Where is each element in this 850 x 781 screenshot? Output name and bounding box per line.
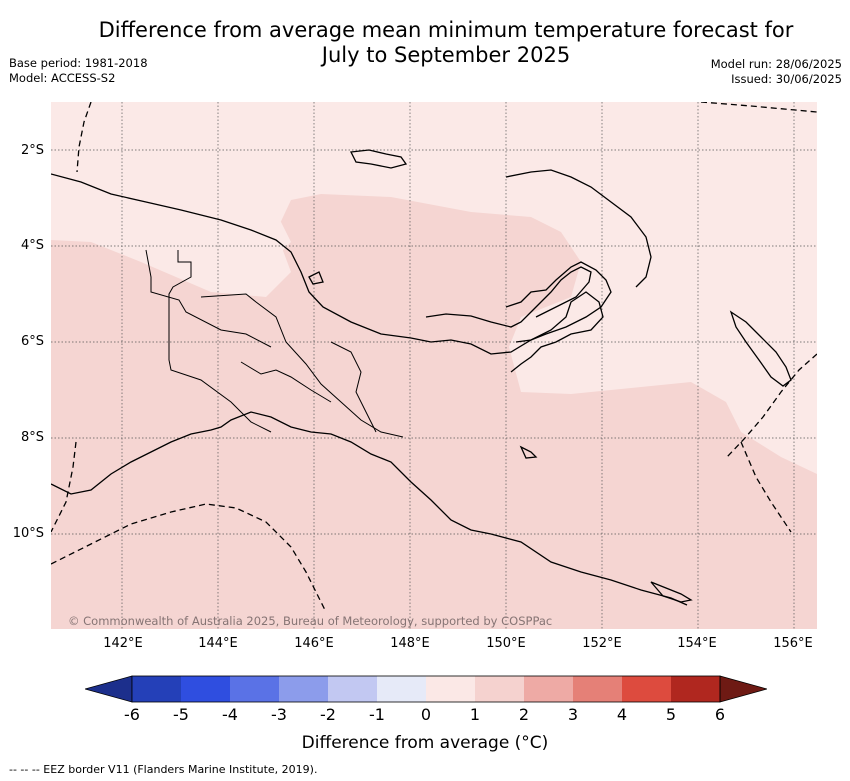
eez-footnote: -- -- -- EEZ border V11 (Flanders Marine… [9,763,318,776]
lon-label-150e: 150°E [486,636,526,651]
colorbar-bin-12 [671,676,720,702]
map-panel [51,102,817,629]
colorbar-bin-4 [279,676,328,702]
title-line-2: July to September 2025 [321,43,571,67]
eez-southeast [726,353,817,458]
eez-south [51,503,327,613]
lon-label-148e: 148°E [390,636,430,651]
colorbar-tick: -2 [320,705,336,724]
huon-peninsula [425,266,592,328]
lon-label-154e: 154°E [677,636,717,651]
colorbar-tick: -3 [271,705,287,724]
lon-label-142e: 142°E [103,636,143,651]
colorbar-tick: 1 [469,705,481,724]
colorbar-label: Difference from average (°C) [301,733,549,753]
colorbar-tick: 2 [518,705,530,724]
model-run: Model run: 28/06/2025 [710,57,842,71]
new-britain [505,261,612,343]
issued-date: Issued: 30/06/2025 [731,72,842,86]
title-line-1: Difference from average mean minimum tem… [98,18,794,42]
colorbar [85,675,767,703]
new-ireland [505,169,652,288]
anomaly-band-0-1-pocket [51,170,291,252]
map-svg [51,102,817,629]
eez-solomon [740,441,792,533]
island-louisiade [650,581,693,603]
colorbar-bin-11 [622,676,671,702]
province-border-2 [200,293,404,438]
meta-right: Model run: 28/06/2025 Issued: 30/06/2025 [711,57,842,87]
meta-left: Base period: 1981-2018 Model: ACCESS-S2 [9,56,148,86]
lat-label-2s: 2°S [20,143,44,158]
colorbar-tick: -5 [173,705,189,724]
new-guinea-south-coast [51,411,688,606]
png-indonesia-border [168,250,272,433]
eez-west-north [76,102,92,173]
colorbar-arrow-high [719,675,767,703]
province-border-1 [145,249,272,348]
lon-label-156e: 156°E [773,636,813,651]
colorbar-tick: -6 [124,705,140,724]
colorbar-bin-9 [524,676,573,702]
colorbar-bin-8 [475,676,524,702]
province-border-4 [330,341,377,433]
province-border-3 [240,361,332,403]
lat-label-10s: 10°S [12,526,44,541]
copyright-credit: © Commonwealth of Australia 2025, Bureau… [68,614,553,628]
island-west [308,271,324,285]
colorbar-tick: 6 [714,705,726,724]
new-guinea-north-coast [51,173,604,373]
colorbar-bin-10 [573,676,622,702]
bougainville [729,310,792,387]
chart-title: Difference from average mean minimum tem… [0,18,850,68]
lat-label-8s: 8°S [20,430,44,445]
lat-label-4s: 4°S [20,238,44,253]
lon-label-152e: 152°E [582,636,622,651]
colorbar-bin-5 [328,676,377,702]
colorbar-bin-3 [230,676,279,702]
colorbar-tick: -4 [222,705,238,724]
island-goodenough [519,445,538,459]
borders [145,249,404,438]
manus-island [350,149,408,169]
base-period: Base period: 1981-2018 [9,56,148,70]
colorbar-bin-1 [132,676,181,702]
eez-borders [51,102,817,613]
model-name: Model: ACCESS-S2 [9,71,116,85]
colorbar-bin-7 [426,676,475,702]
colorbar-tick: 0 [420,705,432,724]
lon-label-146e: 146°E [294,636,334,651]
eez-west-south [51,441,77,533]
colorbar-tick: 3 [567,705,579,724]
lat-label-6s: 6°S [20,334,44,349]
colorbar-tick: 5 [665,705,677,724]
colorbar-outline [131,675,721,703]
lon-label-144e: 144°E [198,636,238,651]
eez-northeast [700,102,817,113]
colorbar-bin-6 [377,676,426,702]
colorbar-tick: 4 [616,705,628,724]
anomaly-band-1-2 [51,194,817,629]
coastlines [51,149,792,606]
colorbar-tick: -1 [369,705,385,724]
colorbar-arrow-low [85,675,133,703]
colorbar-bin-2 [181,676,230,702]
